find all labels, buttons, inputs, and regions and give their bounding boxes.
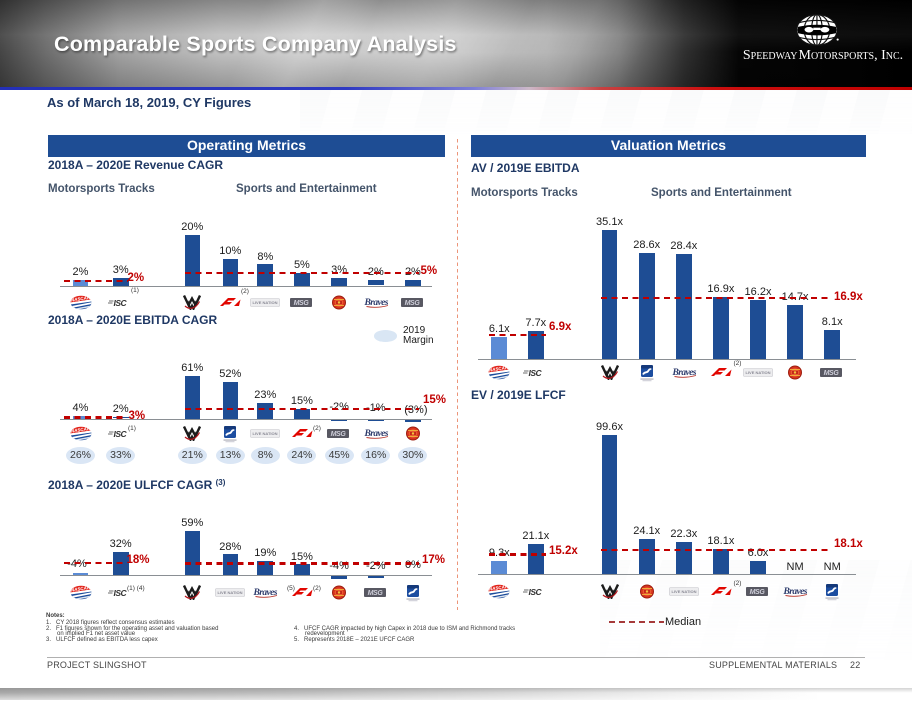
- svg-text:ISC: ISC: [113, 298, 127, 307]
- svg-text:MSG: MSG: [331, 431, 347, 438]
- svg-text:MSG: MSG: [294, 300, 310, 307]
- svg-text:LIVE NATION: LIVE NATION: [671, 589, 696, 594]
- svg-text:MSG: MSG: [824, 370, 840, 377]
- svg-text:LIVE NATION: LIVE NATION: [745, 370, 770, 375]
- svg-text:LIVE NATION: LIVE NATION: [253, 431, 278, 436]
- svg-text:NASCAR: NASCAR: [489, 365, 510, 373]
- svg-text:NASCAR: NASCAR: [70, 585, 91, 593]
- svg-text:Braves: Braves: [783, 587, 808, 597]
- svg-text:Braves: Braves: [364, 429, 389, 439]
- svg-text:Braves: Braves: [364, 298, 389, 308]
- svg-text:Braves: Braves: [253, 588, 278, 598]
- svg-text:NASCAR: NASCAR: [70, 295, 91, 303]
- svg-text:ISC: ISC: [113, 429, 127, 438]
- svg-text:NASCAR: NASCAR: [489, 584, 510, 592]
- svg-text:Braves: Braves: [672, 368, 697, 378]
- svg-text:ISC: ISC: [113, 588, 127, 597]
- svg-text:LIVE NATION: LIVE NATION: [253, 300, 278, 305]
- svg-text:ISC: ISC: [528, 368, 542, 377]
- svg-text:NASCAR: NASCAR: [70, 426, 91, 434]
- svg-text:LIVE NATION: LIVE NATION: [218, 590, 243, 595]
- svg-text:MSG: MSG: [405, 300, 421, 307]
- svg-text:ISC: ISC: [528, 587, 542, 596]
- svg-text:MSG: MSG: [750, 589, 766, 596]
- svg-text:MSG: MSG: [367, 590, 383, 597]
